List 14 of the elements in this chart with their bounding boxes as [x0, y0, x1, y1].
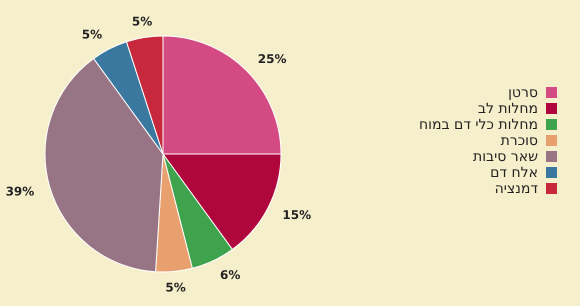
data-label: 6%: [220, 268, 240, 282]
data-label: 39%: [6, 184, 34, 198]
data-label: 5%: [132, 14, 152, 29]
legend-label: דמנציה: [494, 181, 538, 197]
data-label: 5%: [82, 28, 102, 42]
data-label: 5%: [165, 280, 186, 294]
legend-label: שאר סיבות: [473, 149, 538, 165]
legend-label: סרטן: [508, 85, 538, 101]
legend-label: אלח דם: [490, 165, 538, 181]
data-label: 25%: [258, 52, 286, 66]
legend-label: מחלות כלי דם במוח: [419, 117, 538, 133]
legend-label: מחלות לב: [478, 101, 538, 117]
data-label: 15%: [282, 208, 312, 222]
legend-label: סוכרת: [500, 133, 538, 149]
